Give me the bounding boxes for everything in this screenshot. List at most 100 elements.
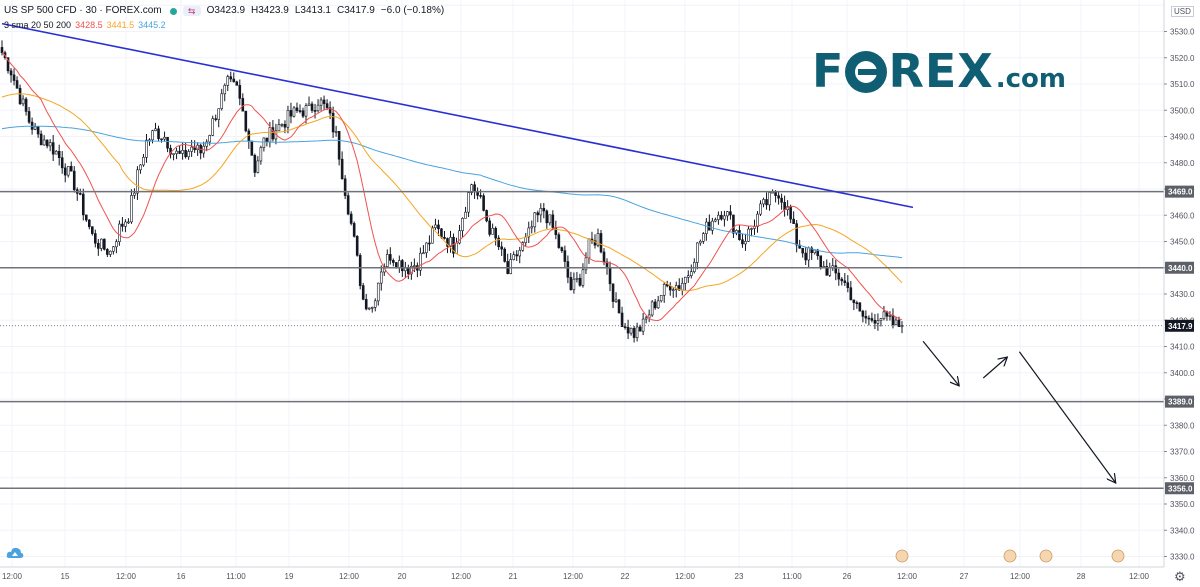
time-tick-label: 15 [61,572,70,581]
candle-body [801,247,804,254]
candle-body [69,166,73,172]
gear-icon[interactable]: ⚙ [1174,569,1186,584]
symbol-title[interactable]: US SP 500 CFD · 30 · FOREX.com [4,5,162,16]
candle-body [479,195,482,197]
candle-body [316,104,320,112]
candle-body [741,239,744,245]
candle-body [63,167,67,176]
candle-body [584,257,588,271]
candle-body [879,318,883,321]
candle-body [388,254,392,261]
currency-label[interactable]: USD [1171,6,1194,17]
candle-body [626,326,630,334]
candle-body [861,310,865,317]
candle-body [0,47,4,53]
candle-body [154,128,157,131]
sma50-line [1,93,903,292]
candle-body [112,246,115,252]
candle-body [9,70,13,76]
candle-body [214,118,218,120]
candle-body [15,80,19,89]
price-tick-label: 3370.0 [1170,448,1195,457]
candle-body [551,214,555,228]
candle-body [768,192,771,206]
price-tick-label: 3520.0 [1170,54,1195,63]
candle-body [271,127,275,140]
candle-body [723,215,726,220]
time-tick-label: 12:00 [339,572,360,581]
candle-body [638,326,642,332]
candle-body [241,98,245,112]
candle-body [12,74,16,81]
candle-body [253,155,257,173]
time-tick-label: 12:00 [1129,572,1150,581]
candle-body [361,285,365,300]
candle-body [385,254,389,267]
sma20-line [1,52,903,322]
candle-body [431,227,434,244]
candle-body [334,130,338,133]
candle-body [310,103,314,111]
logo-o-icon [845,51,888,93]
candle-body [491,227,494,235]
price-tick-label: 3530.0 [1170,28,1195,37]
candle-body [42,139,46,146]
candle-body [593,240,597,246]
candle-body [340,158,344,180]
candle-body [238,85,242,99]
time-tick-label: 28 [1077,572,1086,581]
candle-body [434,224,437,229]
candle-body [292,107,296,117]
candle-body [632,327,636,338]
tradingview-cloud-icon[interactable] [6,546,24,560]
candle-body [346,195,350,215]
hide-legend-icon[interactable]: ⇆ [182,6,201,16]
candle-body [873,320,877,324]
candle-body [780,197,783,203]
candle-body [208,135,211,143]
event-flag-icon [895,549,909,563]
candle-body [205,141,208,147]
candle-body [184,150,187,158]
price-tick-label: 3410.0 [1170,343,1195,352]
candle-body [319,99,323,106]
candle-body [497,237,500,248]
candle-body [331,112,335,133]
candle-body [762,199,765,205]
candle-body [24,98,28,112]
candle-body [244,110,248,132]
ohlc-low: L3413.1 [294,5,331,16]
candle-body [554,227,558,236]
candle-body [379,271,383,284]
candle-body [702,233,705,242]
candle-body [759,203,762,215]
candle-body [563,250,567,262]
candle-body [804,252,807,261]
candle-body [440,228,443,238]
candle-body [720,214,723,220]
price-tick-label: 3490.0 [1170,133,1195,142]
price-tick-label: 3450.0 [1170,238,1195,247]
candle-body [464,211,467,219]
candle-body [307,103,311,106]
candle-body [437,224,440,230]
candle-body [280,124,284,126]
candle-body [57,150,61,159]
candle-body [66,166,70,176]
time-tick-label: 21 [509,572,518,581]
candle-body [295,107,299,111]
candle-body [482,195,485,211]
candle-body [611,283,615,302]
indicator-title[interactable]: 3 sma 20 50 200 [4,20,72,30]
candle-body [738,230,741,241]
candle-body [265,137,269,143]
candle-body [560,247,564,251]
time-tick-label: 12:00 [451,572,472,581]
candle-body [783,202,786,210]
candle-body [355,235,359,256]
candle-body [157,128,160,140]
candle-body [566,261,570,278]
level-price-box [1165,395,1194,408]
candle-body [557,234,561,248]
